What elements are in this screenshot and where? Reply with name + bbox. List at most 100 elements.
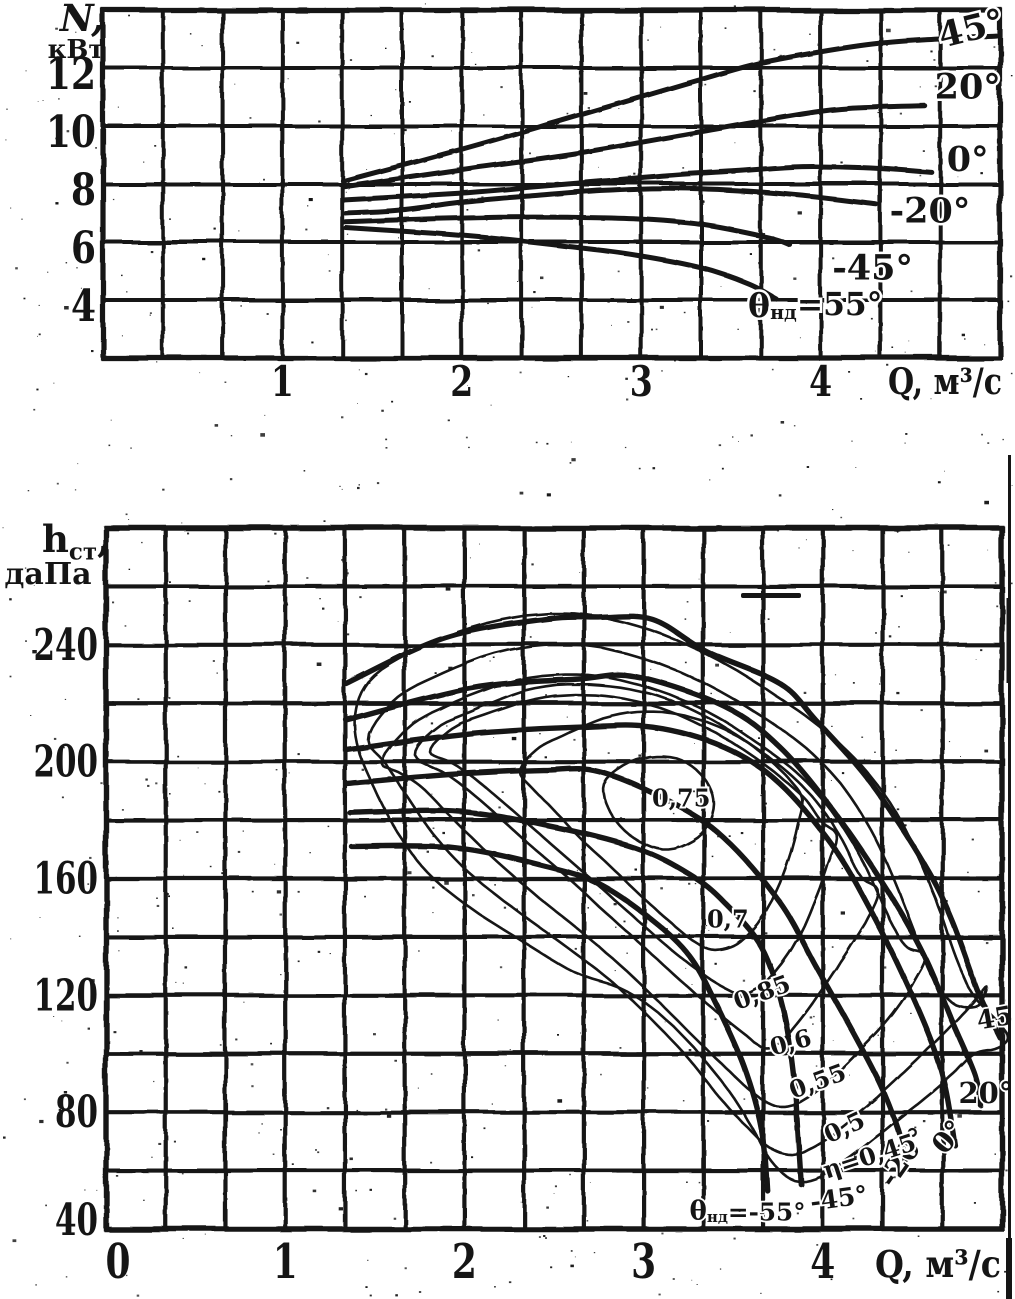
- speck: [799, 337, 801, 339]
- speck: [691, 984, 693, 985]
- speck: [734, 142, 736, 144]
- speck: [679, 730, 682, 732]
- speck: [125, 1274, 128, 1277]
- speck: [569, 1173, 571, 1176]
- speck: [315, 1149, 317, 1151]
- speck: [779, 54, 782, 57]
- speck: [796, 721, 799, 723]
- speck: [985, 942, 989, 945]
- speck: [136, 1294, 140, 1297]
- speck: [63, 1091, 68, 1094]
- series-curves-power: [340, 33, 999, 302]
- speck: [126, 291, 128, 293]
- speck: [274, 532, 277, 535]
- speck: [883, 966, 887, 969]
- speck: [385, 438, 388, 441]
- speck: [582, 853, 586, 857]
- speck: [587, 107, 590, 109]
- speck: [611, 324, 612, 326]
- speck: [296, 41, 300, 44]
- speck: [230, 435, 233, 437]
- speck: [717, 835, 719, 838]
- speck: [10, 938, 12, 940]
- speck: [3, 1136, 6, 1139]
- speck: [237, 125, 240, 127]
- speck: [471, 52, 473, 53]
- speck: [55, 137, 58, 140]
- speck: [117, 930, 119, 932]
- speck: [187, 532, 190, 535]
- speck: [280, 974, 282, 976]
- speck: [479, 543, 480, 545]
- speck: [50, 576, 54, 579]
- speck: [554, 1185, 557, 1188]
- speck: [89, 856, 92, 859]
- speck: [483, 654, 486, 657]
- speck: [173, 1140, 176, 1143]
- speck: [65, 262, 68, 264]
- speck: [638, 467, 641, 470]
- speck: [503, 906, 507, 909]
- speck: [110, 419, 112, 421]
- speck: [519, 371, 522, 374]
- speck: [694, 743, 695, 744]
- speck: [579, 572, 581, 573]
- speck: [740, 730, 743, 732]
- speck: [338, 74, 340, 76]
- speck: [586, 1220, 589, 1222]
- speck: [900, 595, 903, 598]
- speck: [764, 932, 768, 935]
- speck: [832, 1040, 834, 1041]
- speck: [538, 1236, 541, 1238]
- curve-label--20°: -20°: [890, 190, 971, 231]
- speck: [660, 26, 662, 28]
- speck: [169, 581, 171, 583]
- speck: [417, 761, 420, 764]
- speck: [688, 1049, 692, 1052]
- speck: [61, 796, 64, 799]
- x-tick-2: 2: [450, 357, 473, 406]
- speck: [108, 444, 111, 447]
- y-tick-10: 10: [46, 107, 96, 158]
- speck: [305, 228, 308, 231]
- speck: [328, 270, 331, 272]
- speck: [557, 1034, 559, 1036]
- speck: [125, 513, 128, 516]
- speck: [275, 769, 278, 771]
- speck: [58, 1108, 62, 1111]
- speck: [875, 632, 877, 634]
- scan-edge-blob: [1006, 598, 1011, 683]
- speck: [163, 671, 165, 673]
- speck: [319, 598, 321, 600]
- speck: [21, 218, 23, 220]
- speck: [189, 33, 192, 35]
- speck: [582, 71, 584, 72]
- speck: [258, 1132, 260, 1134]
- speck: [994, 1153, 996, 1155]
- speck: [172, 927, 174, 929]
- speck: [709, 479, 711, 481]
- speck: [535, 441, 538, 444]
- speck: [904, 824, 907, 827]
- speck: [162, 488, 165, 491]
- speck: [920, 183, 924, 186]
- speck: [971, 838, 974, 841]
- speck: [870, 317, 873, 320]
- speck: [226, 719, 228, 721]
- speck: [481, 196, 484, 199]
- speck: [1010, 582, 1013, 585]
- speck: [877, 1034, 879, 1036]
- speck: [261, 1123, 263, 1125]
- speck: [338, 1207, 343, 1211]
- speck: [910, 290, 913, 293]
- speck: [318, 120, 321, 123]
- speck: [604, 67, 608, 70]
- speck: [395, 89, 397, 91]
- speck: [37, 335, 38, 337]
- speck: [309, 1052, 313, 1055]
- speck: [15, 267, 18, 270]
- speck: [617, 996, 620, 998]
- speck: [238, 230, 240, 232]
- speck: [25, 70, 27, 72]
- speck: [899, 112, 902, 115]
